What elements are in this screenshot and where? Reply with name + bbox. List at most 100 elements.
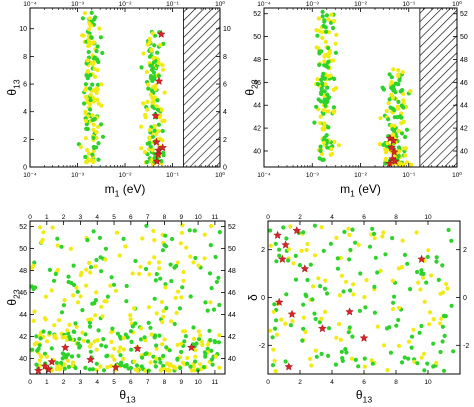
- scatter-point: [383, 147, 388, 152]
- y-tick-label: 44: [253, 103, 261, 110]
- scatter-point: [142, 149, 147, 155]
- scatter-point: [152, 296, 157, 301]
- scatter-point: [62, 298, 67, 303]
- scatter-point: [75, 289, 80, 294]
- x-tick-label: 3: [79, 379, 83, 386]
- x-tick-label-top: 10⁰: [452, 0, 462, 8]
- scatter-point: [147, 272, 152, 277]
- scatter-point: [93, 298, 98, 303]
- scatter-point: [326, 74, 331, 79]
- scatter-point: [95, 82, 101, 87]
- scatter-point: [322, 59, 327, 64]
- scatter-point: [399, 360, 405, 365]
- scatter-point: [147, 136, 152, 142]
- scatter-point: [38, 225, 43, 230]
- scatter-point: [188, 294, 193, 299]
- x-tick-label: 10⁻⁴: [257, 172, 271, 179]
- scatter-point: [126, 366, 131, 371]
- scatter-point: [172, 321, 177, 327]
- y-tick-label-right: 46: [228, 290, 236, 297]
- scatter-point: [86, 151, 91, 156]
- scatter-point: [326, 45, 331, 51]
- scatter-point: [402, 252, 408, 257]
- scatter-point: [159, 299, 165, 305]
- scatter-point: [88, 270, 93, 275]
- scatter-point: [154, 311, 159, 316]
- scatter-point: [421, 271, 426, 276]
- scatter-point: [160, 62, 165, 68]
- scatter-point: [158, 42, 163, 48]
- scatter-point: [362, 356, 367, 361]
- scatter-point: [309, 363, 314, 368]
- scatter-point: [160, 67, 166, 72]
- x-tick-label: 10⁻¹: [166, 172, 180, 179]
- scatter-point: [326, 353, 331, 358]
- scatter-point: [286, 258, 291, 263]
- scatter-point: [86, 39, 92, 44]
- scatter-point: [284, 236, 289, 241]
- scatter-point: [424, 280, 429, 285]
- scatter-point: [323, 82, 328, 87]
- scatter-point: [279, 317, 284, 322]
- scatter-point: [389, 80, 394, 85]
- scatter-point: [318, 148, 323, 153]
- scatter-point: [112, 357, 117, 362]
- scatter-point: [154, 356, 159, 361]
- y-ticks: 40 40 42 42 44 44 46 46 48 48 50 50 52 52: [253, 11, 468, 155]
- scatter-point: [434, 259, 439, 264]
- scatter-point: [347, 325, 352, 330]
- scatter-point: [349, 356, 355, 361]
- scatter-point: [74, 285, 79, 290]
- scatter-point: [390, 278, 395, 283]
- excluded-region: [183, 8, 220, 167]
- scatter-point: [80, 308, 85, 313]
- x-tick-label-top: 8: [163, 214, 167, 221]
- scatter-point: [321, 108, 326, 113]
- scatter-point: [331, 105, 336, 110]
- x-tick-label-top: 10⁻⁴: [23, 1, 37, 8]
- scatter-point: [213, 254, 218, 260]
- scatter-point: [101, 337, 106, 342]
- scatter-point: [96, 157, 101, 162]
- scatter-point: [320, 14, 325, 19]
- scatter-point: [76, 341, 81, 346]
- scatter-point: [152, 128, 157, 133]
- scatter-point: [336, 143, 341, 148]
- scatter-point: [73, 321, 78, 326]
- scatter-point: [440, 263, 445, 268]
- best-fit-star: [156, 29, 166, 38]
- scatter-point: [32, 260, 37, 265]
- best-fit-star: [281, 240, 290, 249]
- scatter-point: [402, 355, 407, 360]
- scatter-point: [92, 116, 97, 122]
- scatter-point: [212, 339, 217, 344]
- scatter-point: [119, 363, 124, 368]
- y-tick-label: 40: [253, 148, 261, 155]
- best-fit-star: [387, 143, 396, 152]
- scatter-point: [67, 322, 72, 327]
- scatter-point: [65, 328, 70, 333]
- scatter-point: [178, 241, 183, 246]
- y-tick-label-right: 50: [460, 34, 468, 41]
- scatter-point: [173, 295, 178, 300]
- scatter-point: [434, 360, 439, 365]
- scatter-point: [55, 243, 60, 248]
- scatter-point: [69, 354, 75, 359]
- scatter-point: [271, 309, 276, 314]
- scatter-point: [121, 335, 126, 341]
- scatter-point: [83, 94, 88, 99]
- scatter-point: [274, 259, 279, 264]
- scatter-point: [334, 32, 339, 38]
- scatter-point: [98, 35, 103, 40]
- best-fit-star: [292, 226, 302, 235]
- scatter-point: [397, 149, 402, 154]
- x-tick-label-top: 2: [298, 214, 302, 221]
- scatter-point: [299, 248, 304, 253]
- scatter-point: [191, 325, 196, 330]
- scatter-point: [416, 280, 421, 285]
- scatter-point: [143, 266, 149, 272]
- scatter-point: [95, 338, 100, 343]
- scatter-point: [82, 101, 87, 106]
- scatter-point: [403, 146, 408, 151]
